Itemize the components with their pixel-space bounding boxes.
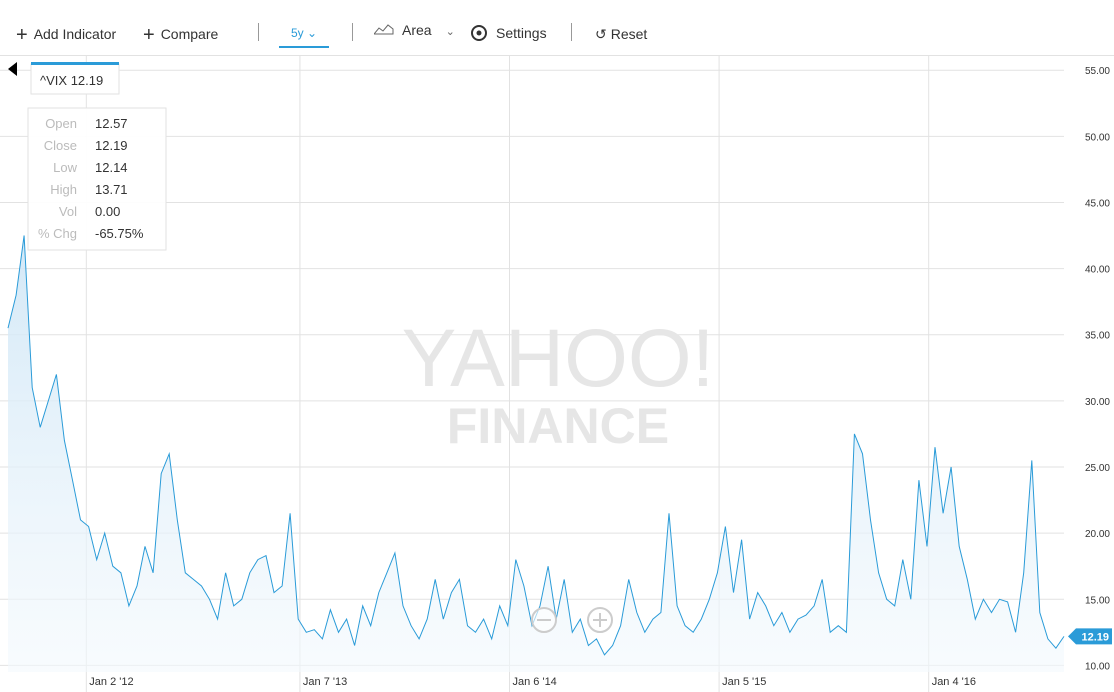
series-label: ^VIX 12.19 [30,62,120,95]
watermark-yahoo: YAHOO! [402,313,715,404]
tooltip-value: 12.57 [95,116,128,131]
chart-style-button[interactable]: Area ⌄ [372,22,455,38]
x-tick-label: Jan 5 '15 [722,676,766,688]
y-tick-label: 20.00 [1085,529,1110,540]
tooltip-key: % Chg [38,226,77,241]
x-tick-label: Jan 6 '14 [513,676,557,688]
tooltip-box [27,107,167,251]
settings-button[interactable]: Settings [470,24,547,42]
watermark: YAHOO! FINANCE [402,313,715,454]
tooltip-value: 12.14 [95,160,128,175]
series-label-bar [31,62,119,65]
x-tick-label: Jan 4 '16 [932,676,976,688]
series-label-text: ^VIX 12.19 [40,73,103,88]
y-tick-label: 15.00 [1085,595,1110,606]
y-tick-label: 50.00 [1085,132,1110,143]
tooltip-key: Close [44,138,77,153]
reset-label: Reset [610,26,648,42]
series-last-value: 12.19 [71,73,104,88]
x-tick-label: Jan 7 '13 [303,676,347,688]
x-tick-label: Jan 2 '12 [89,676,133,688]
chart: YAHOO! FINANCE 10.00 15.00 20.00 25.00 30.00… [0,56,1112,692]
watermark-finance: FINANCE [447,398,669,454]
range-selector[interactable]: 5y ⌄ [279,26,329,48]
y-tick-label: 25.00 [1085,463,1110,474]
separator [352,23,353,41]
tooltip-key: Low [53,160,77,175]
compare-label: Compare [160,26,219,42]
separator [258,23,259,41]
add-indicator-button[interactable]: + Add Indicator [16,22,117,46]
separator [571,23,572,41]
tooltip: Open 12.57 Close 12.19 Low 12.14 High 13.71 Vol 0… [27,107,167,251]
add-indicator-label: Add Indicator [33,26,117,42]
collapse-arrow[interactable] [8,62,17,76]
tooltip-value: 12.19 [95,138,128,153]
chart-style-label: Area [402,22,432,38]
area-icon [372,24,394,35]
tooltip-key: Vol [59,204,77,219]
y-tick-label: 45.00 [1085,198,1110,209]
tooltip-value: 0.00 [95,204,120,219]
gear-icon [471,25,487,41]
area-fill [8,235,1064,672]
plus-icon: + [16,24,28,46]
zoom-controls [531,607,613,633]
last-value-label: 12.19 [1081,631,1109,643]
y-tick-label: 55.00 [1085,66,1110,77]
y-tick-label: 35.00 [1085,331,1110,342]
y-tick-label: 40.00 [1085,265,1110,276]
tooltip-value: -65.75% [95,226,144,241]
reset-icon: ↺ [595,26,607,42]
reset-button[interactable]: ↺ Reset [595,26,647,43]
last-value-flag [1068,628,1112,645]
tooltip-value: 13.71 [95,182,128,197]
tooltip-key: High [50,182,77,197]
y-tick-label: 10.00 [1085,661,1110,672]
tooltip-key: Open [45,116,77,131]
plus-icon: + [143,24,155,46]
zoom-out-button[interactable] [531,607,557,633]
series-name: ^VIX [40,73,67,88]
toolbar: + Add Indicator + Compare 5y ⌄ Area ⌄ Setti… [0,0,1114,56]
range-label: 5y [290,26,304,40]
y-tick-label: 30.00 [1085,397,1110,408]
grid [0,56,1064,692]
settings-label: Settings [496,25,547,41]
zoom-in-button[interactable] [587,607,613,633]
compare-button[interactable]: + Compare [143,22,219,46]
axes: 10.00 15.00 20.00 25.00 30.00 35.00 40.00 45.00… [89,66,1112,688]
